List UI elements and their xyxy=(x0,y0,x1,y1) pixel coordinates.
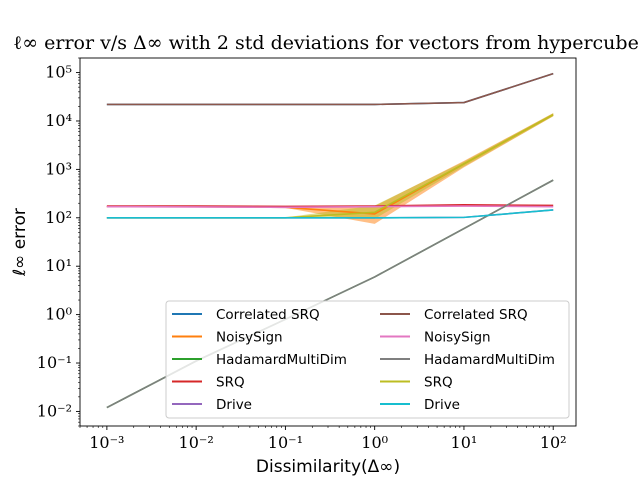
y-tick-label: 10¹ xyxy=(45,256,72,275)
plot-area-frame xyxy=(79,57,577,427)
x-tick-label: 10⁻³ xyxy=(89,433,124,452)
legend-label: Correlated SRQ xyxy=(216,307,320,323)
legend: Correlated SRQ NoisySign HadamardMultiDim S… xyxy=(165,300,570,419)
legend-label: SRQ xyxy=(424,375,453,391)
band-srq-1 xyxy=(106,113,554,219)
series-line-5-correlated-srq xyxy=(106,72,554,106)
y-tick-label: 10⁰ xyxy=(45,305,72,324)
legend-label: Correlated SRQ xyxy=(424,307,528,323)
legend-label: Drive xyxy=(424,397,460,413)
x-tick-label: 10⁰ xyxy=(361,433,388,452)
legend-entry-drive: Drive xyxy=(380,397,460,413)
legend-label: HadamardMultiDim xyxy=(216,352,347,368)
legend-label: HadamardMultiDim xyxy=(424,352,555,368)
legend-label: NoisySign xyxy=(424,330,491,346)
series-line-0-correlated-srq xyxy=(106,72,554,106)
x-tick-label: 10⁻² xyxy=(179,433,214,452)
confidence-bands xyxy=(106,113,554,224)
series-line-9-drive xyxy=(106,209,554,219)
series-lines xyxy=(106,72,554,409)
x-tick-label: 10¹ xyxy=(451,433,478,452)
legend-entry-hadamardmultidim: HadamardMultiDim xyxy=(172,352,347,368)
legend-entry-srq: SRQ xyxy=(380,375,453,391)
legend-entry-drive: Drive xyxy=(172,397,252,413)
legend-entry-correlated-srq: Correlated SRQ xyxy=(380,307,528,323)
legend-entry-srq: SRQ xyxy=(172,375,245,391)
legend-entry-hadamardmultidim: HadamardMultiDim xyxy=(380,352,555,368)
legend-box xyxy=(165,300,570,419)
legend-label: SRQ xyxy=(216,375,245,391)
legend-label: Drive xyxy=(216,397,252,413)
y-axis-label: ℓ∞ error xyxy=(10,208,30,277)
series-line-1-noisysign xyxy=(106,113,554,215)
y-tick-label: 10⁻¹ xyxy=(37,353,72,372)
x-axis-label: Dissimilarity(Δ∞) xyxy=(256,457,400,477)
chart-title: ℓ∞ error v/s Δ∞ with 2 std deviations fo… xyxy=(13,32,639,54)
axis-ticks: 10⁻³ 10⁻² 10⁻¹ 10⁰ 10¹ 10² 10⁻² 10⁻¹ 10⁰ 10¹ 10² 10… xyxy=(37,57,567,452)
legend-entry-noisysign: NoisySign xyxy=(172,330,283,346)
y-tick-label: 10⁴ xyxy=(45,111,72,130)
y-tick-label: 10² xyxy=(45,208,72,227)
legend-label: NoisySign xyxy=(216,330,283,346)
legend-entry-correlated-srq: Correlated SRQ xyxy=(172,307,320,323)
x-tick-label: 10⁻¹ xyxy=(268,433,303,452)
y-tick-label: 10⁵ xyxy=(45,63,72,82)
y-tick-label: 10⁻² xyxy=(37,401,72,420)
series-line-6-noisysign xyxy=(106,205,554,209)
series-line-8-srq xyxy=(106,113,554,219)
y-tick-label: 10³ xyxy=(45,159,72,178)
x-tick-label: 10² xyxy=(540,433,567,452)
legend-entry-noisysign: NoisySign xyxy=(380,330,491,346)
